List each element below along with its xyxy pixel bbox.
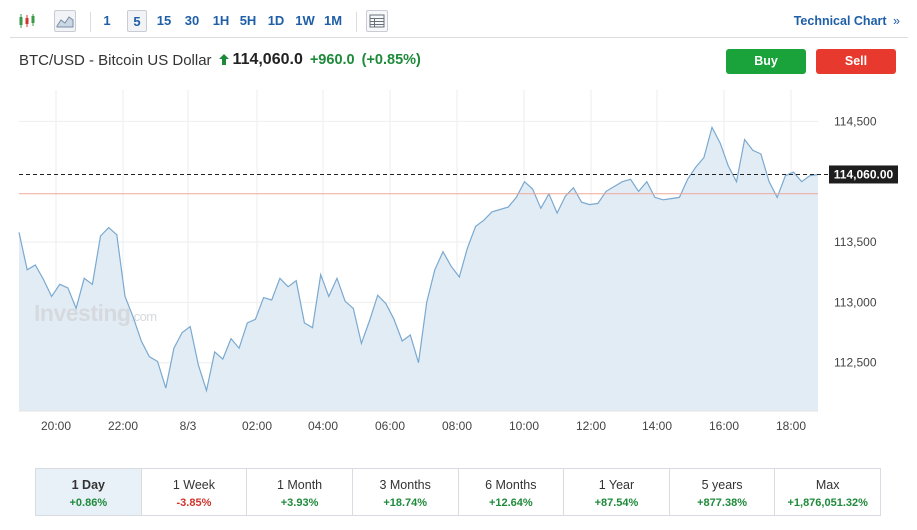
performance-change-value: +3.93% (280, 497, 319, 509)
timeframe-15[interactable]: 15 (156, 13, 172, 28)
y-axis-tick-label: 112,500 (834, 356, 877, 370)
timeframe-5h[interactable]: 5H (239, 13, 257, 28)
performance-period-label: 3 Months (379, 478, 431, 492)
x-axis-tick-label: 22:00 (108, 419, 138, 433)
performance-change-value: +12.64% (488, 497, 533, 509)
performance-period-label: 6 Months (485, 478, 537, 492)
performance-cell[interactable]: 1 Month +3.93% (247, 469, 353, 515)
area-chart-icon[interactable] (54, 10, 76, 32)
sell-button[interactable]: Sell (816, 49, 896, 74)
last-price: 114,060.0 (232, 51, 303, 68)
technical-chart-link[interactable]: Technical Chart » (794, 14, 900, 28)
table-icon[interactable] (366, 10, 388, 32)
timeframe-5[interactable]: 5 (127, 10, 147, 32)
performance-change-value: +0.86% (69, 497, 108, 509)
candlestick-icon[interactable] (16, 10, 38, 32)
technical-chart-label: Technical Chart (793, 14, 887, 28)
performance-cell[interactable]: Max +1,876,051.32% (775, 469, 880, 515)
x-axis-tick-label: 02:00 (242, 419, 272, 433)
performance-change-value: +1,876,051.32% (787, 497, 868, 509)
timeframe-1d[interactable]: 1D (267, 13, 285, 28)
performance-table: 1 Day +0.86% 1 Week -3.85% 1 Month +3.93% 3 Mo… (35, 468, 881, 516)
price-change: +960.0 (309, 52, 355, 68)
y-axis-tick-label: 113,000 (834, 295, 877, 309)
x-axis-tick-label: 8/3 (180, 419, 197, 433)
timeframe-1m[interactable]: 1M (323, 13, 343, 28)
investing-watermark: Investing.com (34, 300, 157, 327)
current-price-tag (829, 165, 898, 184)
y-axis-tick-label: 114,500 (834, 114, 877, 128)
performance-period-label: Max (815, 478, 840, 492)
x-axis-tick-label: 06:00 (375, 419, 405, 433)
toolbar-divider (90, 12, 91, 32)
price-series-line (18, 125, 819, 393)
performance-cell[interactable]: 1 Year +87.54% (564, 469, 670, 515)
x-axis-tick-label: 12:00 (576, 419, 606, 433)
timeframe-30[interactable]: 30 (184, 13, 200, 28)
chart-toolbar: 1 5 15 30 1H 5H 1D 1W 1M Technical Chart » (10, 8, 908, 38)
performance-change-value: +87.54% (594, 497, 639, 509)
x-axis-tick-label: 04:00 (308, 419, 338, 433)
performance-cell[interactable]: 3 Months +18.74% (353, 469, 459, 515)
price-change-percent: (+0.85%) (361, 52, 421, 68)
current-price-tag-label: 114,060.00 (834, 167, 894, 181)
timeframe-1h[interactable]: 1H (212, 13, 230, 28)
instrument-header: BTC/USD - Bitcoin US Dollar 114,060.0 +9… (19, 50, 421, 70)
performance-period-label: 1 Year (598, 478, 635, 492)
toolbar-divider (356, 12, 357, 32)
price-chart: 112,500 113,000 113,500 114,500 20:00 22:00 8/… (0, 80, 917, 445)
performance-change-value: +877.38% (697, 497, 747, 509)
buy-button[interactable]: Buy (726, 49, 806, 74)
performance-cell[interactable]: 5 years +877.38% (670, 469, 776, 515)
up-arrow-icon (218, 52, 229, 69)
performance-period-label: 5 years (701, 478, 743, 492)
watermark-suffix: .com (130, 309, 157, 324)
x-axis-tick-label: 14:00 (642, 419, 672, 433)
performance-change-value: +18.74% (383, 497, 428, 509)
double-chevron-right-icon: » (893, 14, 900, 28)
performance-cell[interactable]: 6 Months +12.64% (459, 469, 565, 515)
timeframe-1w[interactable]: 1W (295, 13, 315, 28)
x-axis-tick-label: 10:00 (509, 419, 539, 433)
timeframe-1[interactable]: 1 (103, 13, 111, 28)
performance-period-label: 1 Day (71, 478, 105, 492)
performance-period-label: 1 Week (172, 478, 216, 492)
x-axis-tick-label: 16:00 (709, 419, 739, 433)
x-axis-tick-label: 08:00 (442, 419, 472, 433)
instrument-name: BTC/USD - Bitcoin US Dollar (19, 51, 212, 69)
performance-cell[interactable]: 1 Day +0.86% (36, 469, 142, 515)
performance-cell[interactable]: 1 Week -3.85% (142, 469, 248, 515)
performance-period-label: 1 Month (276, 478, 323, 492)
watermark-brand: Investing (34, 300, 131, 326)
x-axis-tick-label: 20:00 (41, 419, 71, 433)
y-axis-tick-label: 113,500 (834, 235, 877, 249)
price-area-fill (19, 127, 818, 412)
x-axis-tick-label: 18:00 (776, 419, 806, 433)
price-chart-svg: 112,500 113,000 113,500 114,500 20:00 22:00 8/… (18, 90, 898, 433)
performance-change-value: -3.85% (176, 497, 212, 509)
